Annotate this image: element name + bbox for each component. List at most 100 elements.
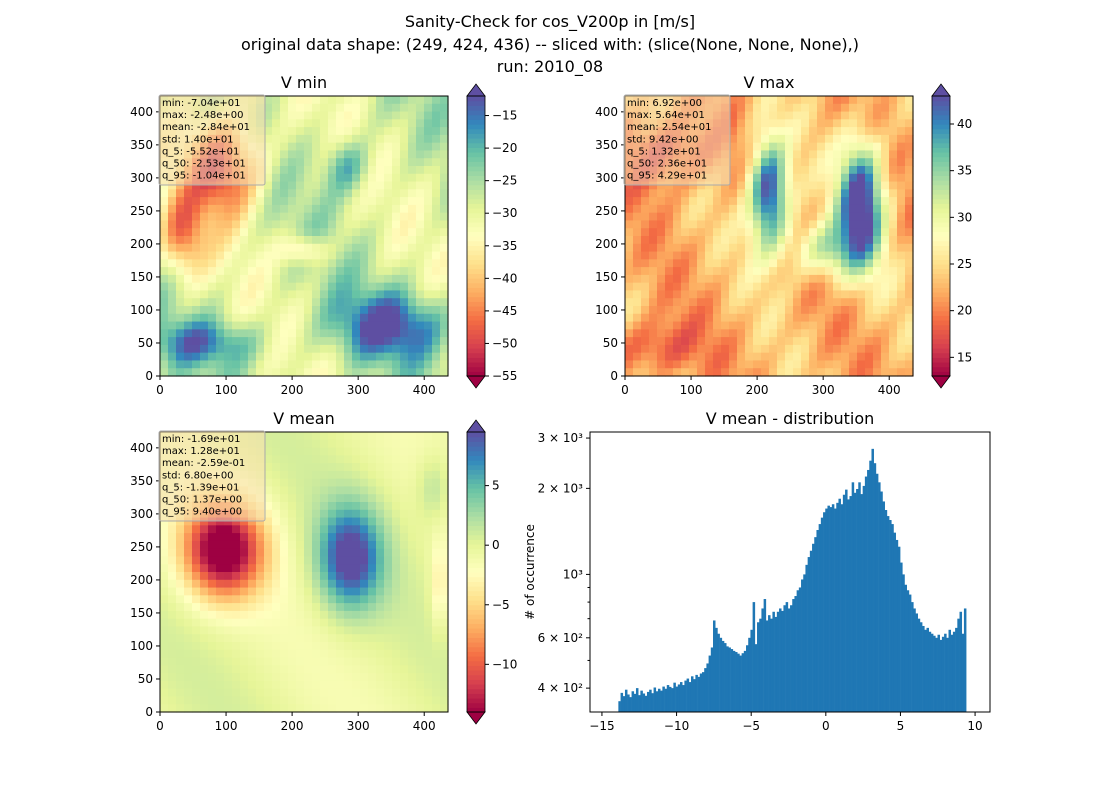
heatmap-cell	[312, 533, 321, 542]
heatmap-cell	[440, 173, 449, 183]
heatmap-cell	[384, 455, 393, 464]
heatmap-cell	[184, 665, 193, 674]
heatmap-cell	[665, 344, 674, 354]
heatmap-cell	[849, 197, 858, 206]
colorbar-segment	[467, 366, 485, 372]
heatmap-cell	[705, 290, 714, 299]
heatmap-cell	[745, 150, 754, 159]
heatmap-cell	[352, 696, 361, 705]
heatmap-cell	[745, 204, 754, 214]
heatmap-cell	[320, 673, 329, 682]
heatmap-cell	[288, 274, 297, 284]
axes-frame	[624, 95, 914, 377]
heatmap-cell	[432, 329, 441, 338]
heatmap-cell	[865, 251, 874, 260]
heatmap-cell	[753, 243, 762, 253]
heatmap-cell	[857, 134, 866, 144]
heatmap-cell	[777, 181, 786, 190]
heatmap-cell	[344, 673, 353, 682]
x-tick-label: 400	[413, 719, 436, 733]
heatmap-cell	[344, 439, 353, 449]
heatmap-cell	[296, 352, 305, 362]
heatmap-cell	[857, 111, 866, 120]
heatmap-cell	[232, 579, 241, 589]
colorbar-segment	[467, 282, 485, 288]
histogram-bar	[737, 653, 740, 712]
heatmap-cell	[849, 368, 858, 377]
heatmap-cell	[689, 360, 698, 369]
heatmap-cell	[272, 313, 281, 323]
heatmap-cell	[737, 181, 746, 190]
heatmap-cell	[729, 337, 738, 346]
heatmap-cell	[352, 579, 361, 589]
heatmap-cell	[376, 103, 385, 113]
histogram-bar	[873, 463, 877, 712]
heatmap-cell	[192, 228, 201, 237]
heatmap-cell	[360, 228, 369, 237]
colorbar-segment	[467, 698, 485, 704]
heatmap-cell	[208, 556, 217, 565]
heatmap-cell	[288, 352, 297, 362]
heatmap-cell	[176, 696, 185, 705]
heatmap-cell	[833, 243, 842, 253]
heatmap-cell	[865, 142, 874, 152]
colorbar-segment	[932, 250, 950, 256]
heatmap-cell	[272, 494, 281, 503]
heatmap-cell	[280, 486, 289, 495]
heatmap-cell	[440, 204, 449, 214]
heatmap-cell	[440, 298, 449, 307]
heatmap-cell	[336, 96, 345, 105]
heatmap-cell	[176, 540, 185, 550]
heatmap-cell	[905, 298, 914, 307]
heatmap-cell	[841, 204, 850, 214]
heatmap-cell	[641, 204, 650, 214]
heatmap-cell	[232, 313, 241, 323]
heatmap-cell	[328, 587, 337, 596]
heatmap-cell	[777, 197, 786, 206]
heatmap-cell	[777, 368, 786, 377]
heatmap-cell	[200, 306, 209, 315]
heatmap-cell	[328, 313, 337, 323]
heatmap-cell	[873, 204, 882, 214]
heatmap-cell	[761, 267, 770, 276]
heatmap-cell	[416, 150, 425, 159]
heatmap-cell	[681, 189, 690, 198]
heatmap-cell	[416, 470, 425, 480]
heatmap-cell	[769, 189, 778, 198]
colorbar-segment	[467, 520, 485, 526]
heatmap-cell	[304, 579, 313, 589]
heatmap-cell	[160, 587, 169, 596]
heatmap-cell	[360, 478, 369, 488]
heatmap-cell	[176, 649, 185, 659]
heatmap-cell	[841, 173, 850, 183]
heatmap-cell	[817, 166, 826, 175]
heatmap-cell	[841, 96, 850, 105]
heatmap-cell	[777, 267, 786, 276]
heatmap-cell	[312, 189, 321, 198]
heatmap-cell	[224, 321, 233, 330]
heatmap-cell	[352, 181, 361, 190]
heatmap-cell	[905, 150, 914, 159]
heatmap-cell	[216, 352, 225, 362]
heatmap-cell	[360, 680, 369, 690]
heatmap-cell	[376, 166, 385, 175]
heatmap-cell	[296, 344, 305, 354]
heatmap-cell	[280, 103, 289, 113]
heatmap-cell	[336, 603, 345, 612]
heatmap-cell	[657, 228, 666, 237]
x-tick-label: −10	[664, 719, 689, 733]
heatmap-cell	[440, 688, 449, 698]
heatmap-cell	[160, 259, 169, 268]
heatmap-cell	[384, 642, 393, 651]
heatmap-cell	[392, 595, 401, 604]
heatmap-cell	[280, 306, 289, 315]
heatmap-cell	[408, 548, 417, 558]
heatmap-cell	[320, 704, 329, 713]
heatmap-cell	[889, 181, 898, 190]
colorbar-frame	[466, 431, 486, 713]
heatmap-cell	[400, 439, 409, 449]
colorbar-frame	[931, 95, 951, 377]
heatmap-cell	[432, 634, 441, 643]
heatmap-cell	[288, 267, 297, 276]
heatmap-cell	[817, 127, 826, 136]
